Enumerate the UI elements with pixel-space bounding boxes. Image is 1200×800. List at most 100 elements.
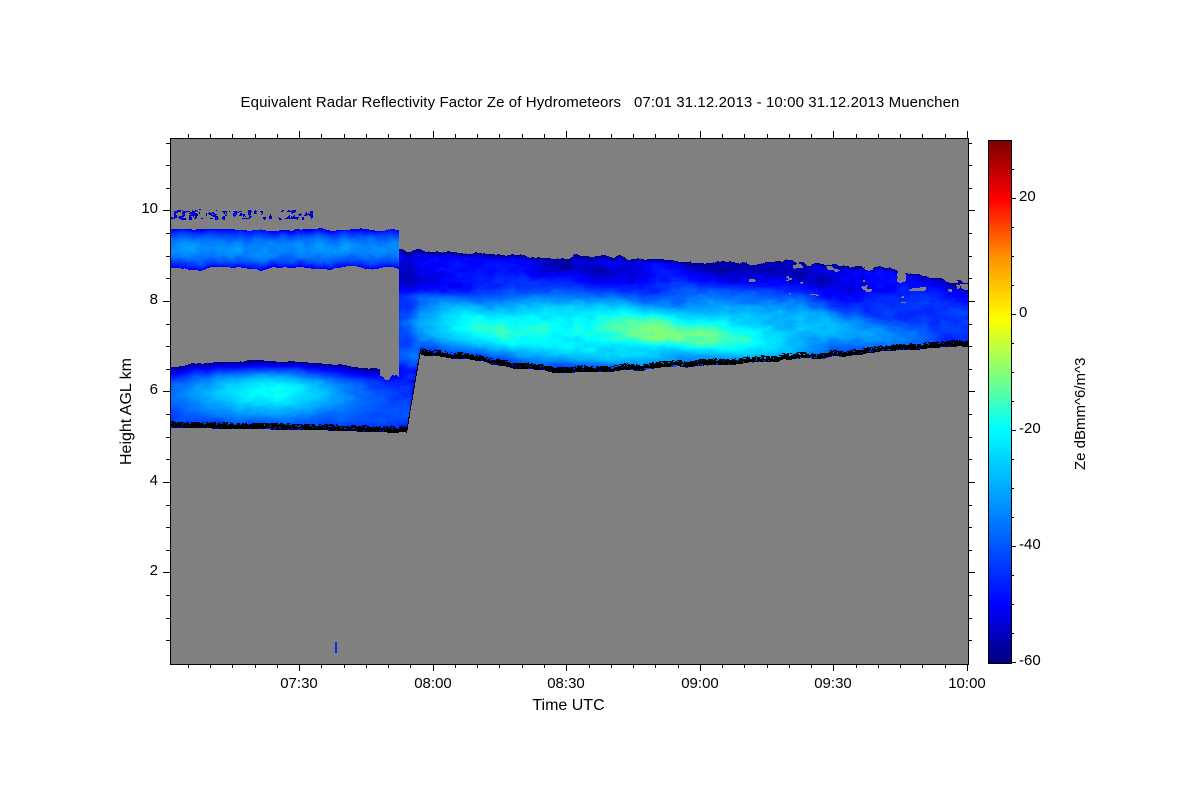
x-axis-tick-label: 10:00 bbox=[948, 675, 986, 692]
colorbar-tick-label: 0 bbox=[1019, 304, 1028, 321]
x-axis-tick-minor-top bbox=[188, 134, 189, 138]
x-axis-tick-minor bbox=[856, 664, 857, 668]
y-axis-tick-minor bbox=[166, 437, 170, 438]
colorbar-tick-minor bbox=[1011, 575, 1014, 576]
x-axis-tick-minor-top bbox=[767, 134, 768, 138]
colorbar-tick-minor bbox=[1011, 256, 1014, 257]
x-axis-tick-minor bbox=[188, 664, 189, 668]
x-axis-tick-minor-top bbox=[744, 134, 745, 138]
y-axis-tick-minor-right bbox=[968, 459, 972, 460]
x-axis-tick-major bbox=[967, 664, 968, 671]
colorbar-title: Ze dBmm^6/m^3 bbox=[1072, 357, 1089, 470]
y-axis-tick-minor bbox=[166, 346, 170, 347]
x-axis-tick-minor bbox=[633, 664, 634, 668]
x-axis-tick-minor bbox=[455, 664, 456, 668]
x-axis-tick-minor-top bbox=[611, 134, 612, 138]
x-axis-tick-label: 09:30 bbox=[814, 675, 852, 692]
y-axis-tick-major bbox=[163, 482, 170, 483]
x-axis-tick-minor-top bbox=[410, 134, 411, 138]
x-axis-tick-major-top bbox=[700, 131, 701, 138]
x-axis-tick-minor-top bbox=[878, 134, 879, 138]
x-axis-tick-minor bbox=[900, 664, 901, 668]
y-axis-tick-minor-right bbox=[968, 346, 972, 347]
x-axis-tick-minor bbox=[277, 664, 278, 668]
colorbar-tick-label: -20 bbox=[1019, 420, 1041, 437]
y-axis-tick-major-right bbox=[968, 572, 975, 573]
colorbar-tick-minor bbox=[1011, 343, 1014, 344]
x-axis-tick-minor-top bbox=[900, 134, 901, 138]
colorbar-tick-minor bbox=[1011, 633, 1014, 634]
colorbar-tick-minor bbox=[1011, 488, 1014, 489]
x-axis-tick-minor-top bbox=[678, 134, 679, 138]
y-axis-tick-minor-right bbox=[968, 256, 972, 257]
x-axis-tick-minor bbox=[522, 664, 523, 668]
x-axis-tick-minor bbox=[477, 664, 478, 668]
x-axis-tick-minor-top bbox=[277, 134, 278, 138]
colorbar-tick-minor bbox=[1011, 285, 1014, 286]
x-axis-tick-label: 07:30 bbox=[280, 675, 318, 692]
y-axis-tick-minor-right bbox=[968, 233, 972, 234]
x-axis-tick-minor bbox=[255, 664, 256, 668]
x-axis-tick-minor-top bbox=[388, 134, 389, 138]
x-axis-tick-minor-top bbox=[945, 134, 946, 138]
y-axis-tick-major bbox=[163, 391, 170, 392]
y-axis-tick-minor-right bbox=[968, 640, 972, 641]
x-axis-tick-minor-top bbox=[455, 134, 456, 138]
reflectivity-heatmap bbox=[171, 139, 968, 664]
y-axis-tick-minor-right bbox=[968, 527, 972, 528]
x-axis-tick-minor bbox=[410, 664, 411, 668]
y-axis-tick-label: 8 bbox=[149, 291, 158, 308]
colorbar-tick-minor bbox=[1011, 604, 1014, 605]
x-axis-tick-major-top bbox=[566, 131, 567, 138]
y-axis-tick-minor bbox=[166, 143, 170, 144]
y-axis-tick-minor bbox=[166, 165, 170, 166]
x-axis-tick-minor bbox=[344, 664, 345, 668]
colorbar-tick-label: -60 bbox=[1019, 652, 1041, 669]
x-axis-tick-minor bbox=[744, 664, 745, 668]
x-axis-tick-label: 08:00 bbox=[414, 675, 452, 692]
colorbar-tick-minor bbox=[1011, 169, 1014, 170]
y-axis-tick-label: 4 bbox=[149, 472, 158, 489]
x-axis-tick-minor bbox=[589, 664, 590, 668]
y-axis-tick-minor bbox=[166, 324, 170, 325]
colorbar-tick-minor bbox=[1011, 372, 1014, 373]
x-axis-tick-minor-top bbox=[633, 134, 634, 138]
y-axis-tick-minor bbox=[166, 459, 170, 460]
x-axis-tick-label: 08:30 bbox=[547, 675, 585, 692]
x-axis-tick-minor-top bbox=[321, 134, 322, 138]
x-axis-tick-minor bbox=[544, 664, 545, 668]
x-axis-tick-minor bbox=[722, 664, 723, 668]
y-axis-tick-label: 10 bbox=[141, 200, 158, 217]
y-axis-tick-minor bbox=[166, 595, 170, 596]
colorbar-tick-major bbox=[1011, 198, 1016, 199]
y-axis-tick-minor-right bbox=[968, 414, 972, 415]
colorbar-tick-label: -40 bbox=[1019, 536, 1041, 553]
y-axis-tick-minor-right bbox=[968, 550, 972, 551]
x-axis-tick-minor bbox=[611, 664, 612, 668]
y-axis-tick-minor bbox=[166, 369, 170, 370]
y-axis-tick-minor-right bbox=[968, 618, 972, 619]
colorbar-tick-label: 20 bbox=[1019, 188, 1036, 205]
x-axis-tick-minor-top bbox=[522, 134, 523, 138]
y-axis-tick-minor bbox=[166, 414, 170, 415]
colorbar-tick-minor bbox=[1011, 459, 1014, 460]
x-axis-tick-minor-top bbox=[499, 134, 500, 138]
x-axis-tick-minor bbox=[655, 664, 656, 668]
y-axis-tick-minor bbox=[166, 233, 170, 234]
y-axis-tick-minor bbox=[166, 256, 170, 257]
y-axis-tick-minor-right bbox=[968, 188, 972, 189]
y-axis-tick-major bbox=[163, 210, 170, 211]
x-axis-tick-minor bbox=[678, 664, 679, 668]
y-axis-tick-minor-right bbox=[968, 369, 972, 370]
x-axis-tick-minor-top bbox=[589, 134, 590, 138]
y-axis-tick-minor-right bbox=[968, 165, 972, 166]
x-axis-tick-minor-top bbox=[344, 134, 345, 138]
x-axis-tick-major-top bbox=[833, 131, 834, 138]
y-axis-tick-minor bbox=[166, 618, 170, 619]
x-axis-tick-major-top bbox=[299, 131, 300, 138]
x-axis-tick-minor-top bbox=[789, 134, 790, 138]
x-axis-tick-minor bbox=[811, 664, 812, 668]
y-axis-tick-label: 6 bbox=[149, 381, 158, 398]
x-axis-title: Time UTC bbox=[532, 697, 605, 714]
